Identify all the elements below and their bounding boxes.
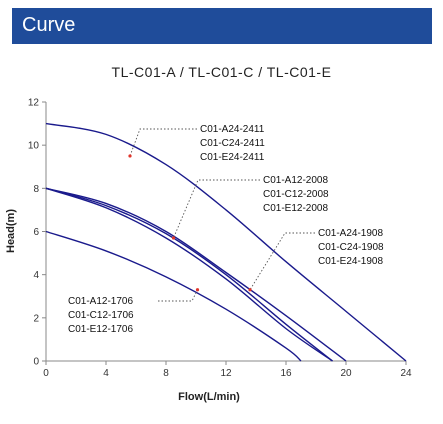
x-tick-label: 16 bbox=[280, 368, 292, 379]
curve-annotation: C01-A12-1706 C01-C12-1706 C01-E12-1706 bbox=[68, 288, 200, 335]
annotation-model-label: C01-A24-2411 bbox=[200, 124, 265, 135]
annotation-model-label: C01-C12-1706 bbox=[68, 310, 134, 321]
annotations: C01-A24-2411C01-C24-2411C01-E24-2411C01-… bbox=[68, 124, 384, 335]
annotation-model-label: C01-E12-1706 bbox=[68, 324, 133, 335]
annotation-model-label: C01-E12-2008 bbox=[263, 203, 328, 214]
annotation-leader-line bbox=[129, 128, 197, 157]
curve-annotation: C01-A24-2411 C01-C24-2411 C01-E24-2411 bbox=[128, 124, 265, 163]
y-tick-label: 2 bbox=[33, 313, 39, 324]
x-tick-label: 8 bbox=[163, 368, 169, 379]
chart-title: TL-C01-A / TL-C01-C / TL-C01-E bbox=[111, 64, 332, 80]
y-tick-label: 12 bbox=[28, 98, 40, 109]
curve-annotation: C01-A12-2008 C01-C12-2008 C01-E12-2008 bbox=[171, 175, 329, 240]
pump-curve-line-3 bbox=[45, 187, 333, 362]
annotation-model-label: C01-A12-1706 bbox=[68, 296, 133, 307]
annotation-leader-line bbox=[158, 289, 198, 302]
annotation-model-label: C01-C24-2411 bbox=[200, 138, 265, 149]
x-tick-label: 12 bbox=[220, 368, 232, 379]
header-title: Curve bbox=[22, 14, 76, 36]
x-tick-label: 24 bbox=[400, 368, 412, 379]
y-tick-label: 4 bbox=[33, 270, 39, 281]
pump-curve-line-4 bbox=[45, 187, 347, 362]
annotation-point-marker bbox=[195, 288, 200, 292]
header-bar: Curve bbox=[12, 8, 432, 44]
annotation-leader-line bbox=[173, 179, 260, 239]
annotation-model-label: C01-A24-1908 bbox=[318, 228, 383, 239]
annotation-point-marker bbox=[128, 154, 132, 158]
x-tick-label: 4 bbox=[103, 368, 109, 379]
annotation-model-label: C01-C12-2008 bbox=[263, 189, 329, 200]
y-tick-label: 6 bbox=[33, 227, 39, 238]
annotation-model-label: C01-C24-1908 bbox=[318, 242, 384, 253]
annotation-model-label: C01-E24-2411 bbox=[200, 152, 265, 163]
annotation-model-label: C01-A12-2008 bbox=[263, 175, 328, 186]
pump-curve-line-2 bbox=[45, 187, 333, 362]
annotation-leader-line bbox=[249, 232, 315, 291]
y-tick-label: 8 bbox=[33, 184, 39, 195]
pump-curve-line-5 bbox=[45, 230, 302, 362]
annotation-point-marker bbox=[171, 236, 176, 240]
annotation-point-marker bbox=[248, 288, 252, 292]
y-tick-label: 0 bbox=[33, 357, 39, 368]
curve-annotation: C01-A24-1908 C01-C24-1908 C01-E24-1908 bbox=[248, 228, 384, 292]
x-axis-label: Flow(L/min) bbox=[178, 391, 240, 403]
y-axis-label: Head(m) bbox=[5, 209, 17, 253]
curves bbox=[45, 122, 407, 362]
x-tick-label: 20 bbox=[340, 368, 352, 379]
pump-curve-line-1 bbox=[45, 122, 407, 362]
x-tick-label: 0 bbox=[43, 368, 49, 379]
annotation-model-label: C01-E24-1908 bbox=[318, 256, 383, 267]
y-tick-label: 10 bbox=[28, 141, 40, 152]
